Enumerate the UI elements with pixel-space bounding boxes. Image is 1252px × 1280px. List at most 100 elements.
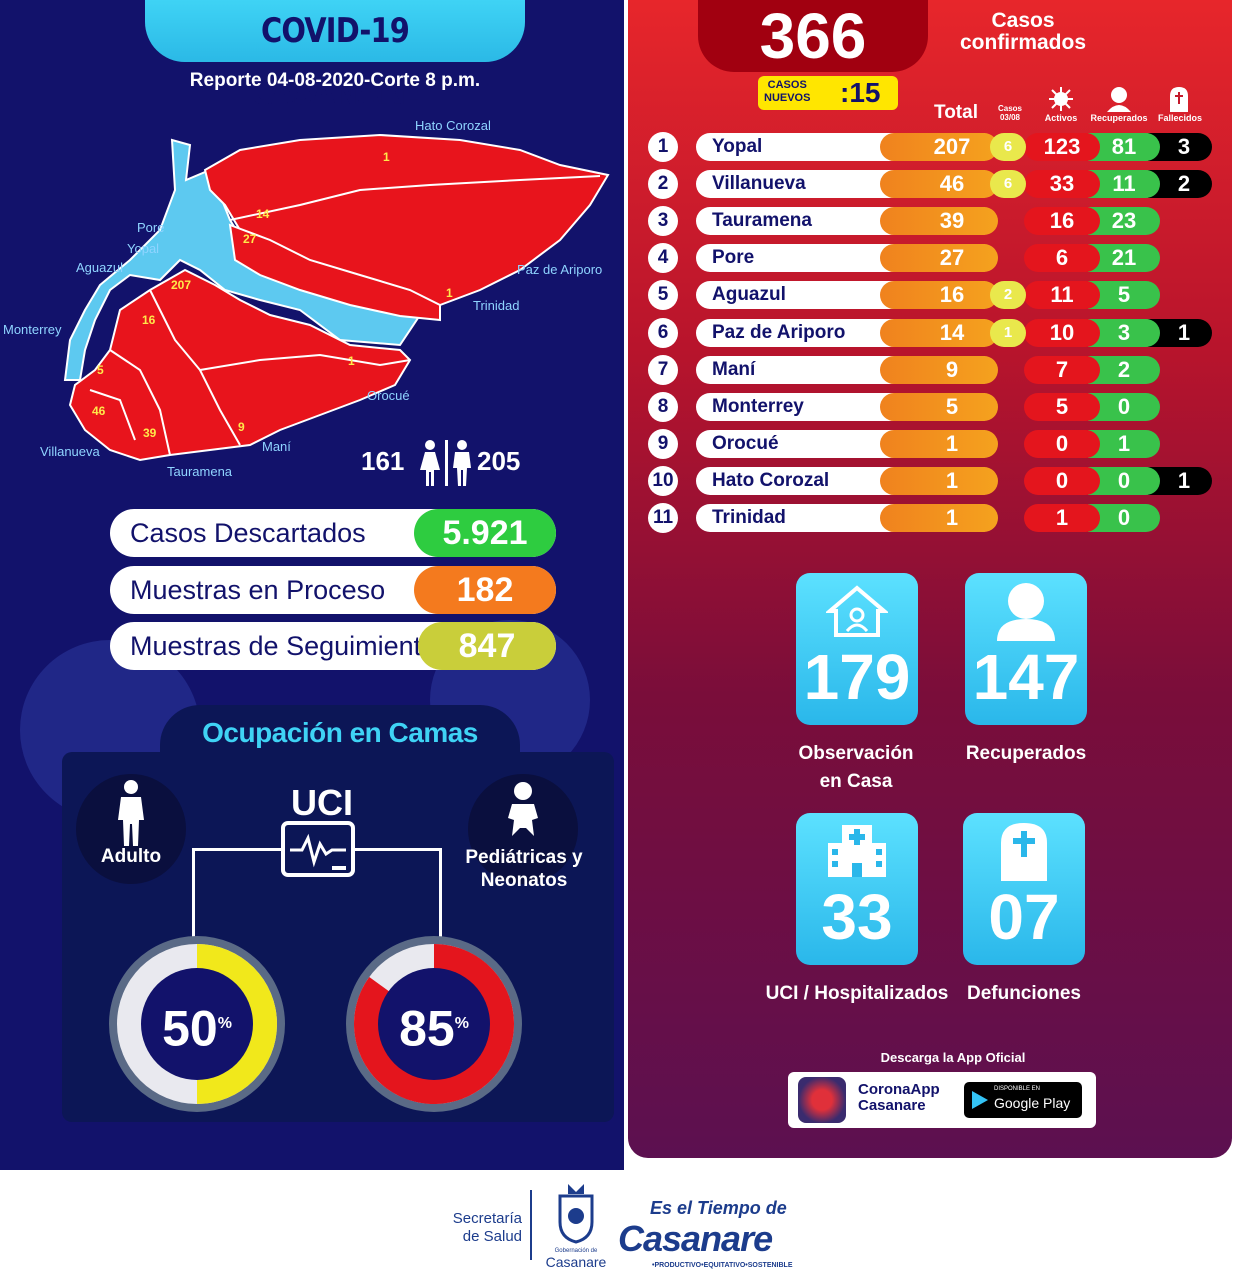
adult-occupancy: 50% (107, 934, 287, 1114)
adult-gauge: 50% (107, 934, 287, 1114)
hospital-value: 33 (821, 881, 893, 953)
row-number: 5 (648, 280, 678, 310)
row-number: 2 (648, 169, 678, 199)
stat-discarded: Casos Descartados 5.921 (110, 509, 556, 557)
total-label-line: confirmados (959, 31, 1087, 54)
tombstone-icon (1001, 823, 1047, 881)
person-icon (1107, 87, 1131, 112)
map-count-mani: 9 (238, 420, 245, 434)
row-active: 10 (1024, 319, 1100, 347)
row-recovered: 1 (1088, 430, 1160, 458)
row-total: 1 (880, 430, 998, 458)
monitor-icon (281, 821, 355, 877)
beds-title: Ocupación en Camas (202, 717, 478, 748)
new-cases-label-line: CASOS (767, 79, 807, 91)
row-new-today: 1 (990, 319, 1026, 347)
table-row: 7 Maní 9 2 7 (648, 355, 1218, 385)
house-icon (826, 585, 888, 637)
percent-sign: % (217, 1015, 232, 1032)
row-number: 8 (648, 392, 678, 422)
stat-label: Muestras de Seguimiento (130, 631, 437, 661)
map-label-mani: Maní (262, 439, 291, 454)
beds-title-banner: Ocupación en Camas (160, 705, 520, 761)
header-day: Casos 03/08 (990, 104, 1030, 122)
row-active: 6 (1024, 244, 1100, 272)
row-recovered: 2 (1088, 356, 1160, 384)
new-cases-badge: CASOS NUEVOS :15 (758, 76, 898, 110)
pediatric-occupancy-value: 85 (399, 1000, 455, 1057)
row-recovered: 5 (1088, 281, 1160, 309)
row-active: 33 (1024, 170, 1100, 198)
row-total: 14 (880, 319, 998, 347)
store-small-text: DISPONIBLE EN (994, 1086, 1041, 1092)
connector-line (439, 848, 442, 938)
map-count-hato-corozal: 1 (383, 150, 390, 164)
map-count-monterrey: 16 (142, 313, 156, 327)
gender-divider (445, 440, 448, 486)
table-row: 5 Aguazul 16 5 11 2 (648, 280, 1218, 310)
app-download-box[interactable]: CoronaApp Casanare DISPONIBLE EN Google … (788, 1072, 1096, 1128)
footer: Secretaría de Salud Gobernación de Casan… (0, 1170, 1252, 1280)
table-row: 9 Orocué 1 1 0 (648, 429, 1218, 459)
deaths-value: 07 (988, 881, 1060, 953)
male-count: 205 (477, 446, 521, 476)
home-observation-value: 179 (803, 641, 911, 713)
uci-label: UCI (291, 782, 353, 823)
row-number: 6 (648, 318, 678, 348)
map-label-yopal: Yopal (127, 241, 160, 256)
pediatric-label-line: Pediátricas y (465, 847, 583, 868)
row-number: 1 (648, 132, 678, 162)
virus-icon (1049, 87, 1073, 111)
new-cases-number: 15 (849, 77, 881, 108)
map-label-aguazul: Aguazul (76, 260, 123, 275)
recovered-label: Recuperados (965, 743, 1087, 764)
table-row: 2 Villanueva 46 2 11 33 6 (648, 169, 1218, 199)
deaths-label: Defunciones (966, 983, 1082, 1004)
new-cases-label-line: NUEVOS (764, 92, 811, 104)
row-number: 11 (648, 503, 678, 533)
map-count-orocue: 1 (348, 354, 355, 368)
secretaria-line: Secretaría (452, 1210, 522, 1227)
gobernacion-small: Gobernación de (554, 1248, 598, 1254)
row-new-today: 6 (990, 133, 1026, 161)
row-deaths: 1 (1148, 319, 1212, 347)
table-row: 8 Monterrey 5 0 5 (648, 392, 1218, 422)
table-row: 1 Yopal 207 3 81 123 6 (648, 132, 1218, 162)
adult-gauge-svg (109, 936, 285, 1112)
row-recovered: 23 (1088, 207, 1160, 235)
home-observation-label: Observación en Casa (786, 740, 926, 796)
map-label-monterrey: Monterrey (3, 322, 62, 337)
row-recovered: 0 (1088, 467, 1160, 495)
deaths-card: 07 (963, 813, 1085, 965)
secretaria-line: de Salud (462, 1228, 522, 1245)
app-name: CoronaApp Casanare (858, 1082, 940, 1114)
map-label-tauramena: Tauramena (167, 464, 233, 479)
row-total: 27 (880, 244, 998, 272)
row-active: 1 (1024, 504, 1100, 532)
female-count: 161 (361, 446, 405, 476)
row-total: 1 (880, 504, 998, 532)
home-observation-card: 179 (796, 573, 918, 725)
hospital-label: UCI / Hospitalizados (765, 983, 949, 1004)
row-active: 16 (1024, 207, 1100, 235)
stat-follow-up: Muestras de Seguimiento 847 (110, 622, 556, 670)
row-new-today: 2 (990, 281, 1026, 309)
app-name-line: Casanare (858, 1097, 926, 1114)
male-icon (453, 440, 471, 486)
pediatric-gauge: 85% (344, 934, 524, 1114)
row-active: 7 (1024, 356, 1100, 384)
female-icon (420, 440, 440, 486)
row-total: 9 (880, 356, 998, 384)
table-row: 10 Hato Corozal 1 1 0 0 (648, 466, 1218, 496)
gobernacion-logo-text: Gobernación de Casanare (540, 1248, 612, 1270)
coronaapp-icon (798, 1077, 846, 1123)
left-panel: COVID-19 CASANARE Reporte 04-08-2020-Cor… (0, 0, 624, 1170)
google-play-badge[interactable]: DISPONIBLE EN Google Play (964, 1082, 1082, 1118)
table-row: 6 Paz de Ariporo 14 1 3 10 1 (648, 318, 1218, 348)
map-label-hato-corozal: Hato Corozal (415, 118, 491, 133)
new-cases-value: :15 (840, 77, 881, 108)
connector-line (354, 848, 442, 851)
home-label-line: en Casa (819, 771, 893, 792)
map-label-pore: Pore (137, 220, 165, 235)
pediatric-label-line: Neonatos (480, 870, 568, 891)
